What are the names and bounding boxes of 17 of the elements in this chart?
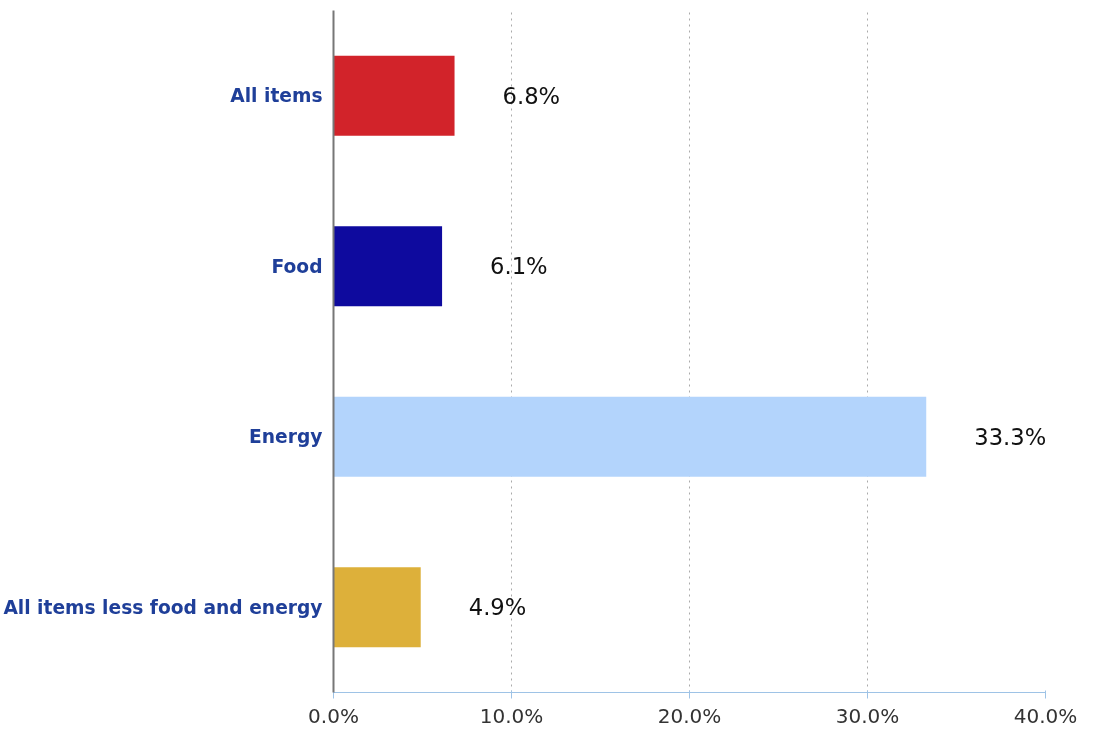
bar: [333, 55, 455, 136]
data-label: 6.1%: [490, 253, 548, 280]
x-tick-label: 20.0%: [657, 703, 722, 728]
x-tick-label: 40.0%: [1013, 703, 1078, 728]
data-label: 33.3%: [974, 423, 1047, 450]
y-tick-label: All items: [230, 85, 323, 107]
y-tick-label: All items less food and energy: [3, 596, 323, 618]
y-tick-label: Food: [271, 255, 323, 277]
data-label: 6.8%: [502, 82, 561, 109]
bar: [333, 396, 927, 477]
x-tick-label: 10.0%: [479, 703, 544, 728]
data-label: 4.9%: [468, 594, 527, 621]
y-tick-label: Energy: [249, 426, 323, 448]
bar: [333, 567, 421, 648]
x-tick-label: 0.0%: [308, 703, 359, 728]
bar: [333, 226, 443, 307]
x-tick-label: 30.0%: [835, 703, 900, 728]
